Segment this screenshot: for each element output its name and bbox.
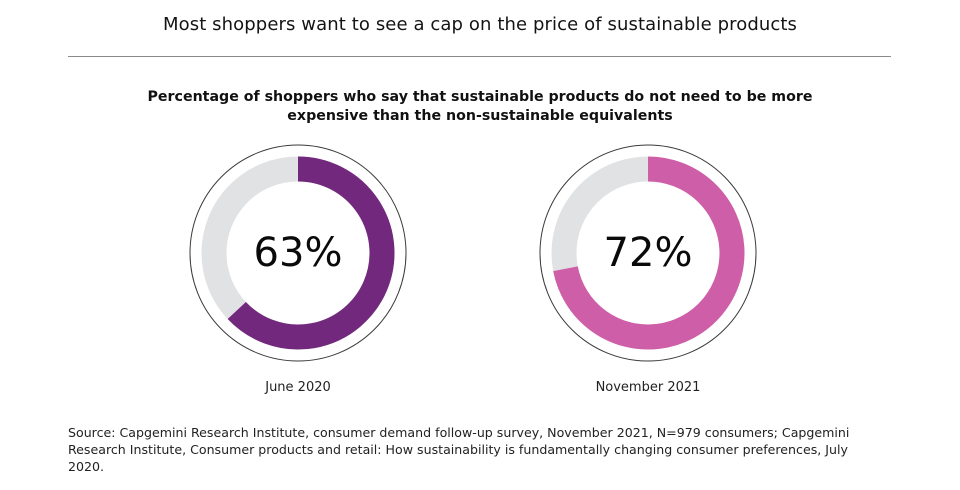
donut-outer-ring — [539, 144, 757, 362]
chart-title: Percentage of shoppers who say that sust… — [147, 89, 813, 124]
donut-value-label: 63% — [254, 230, 343, 276]
donut-june-2020: 63% — [189, 144, 407, 362]
source-note: Source: Capgemini Research Institute, co… — [68, 425, 850, 474]
page-title: Most shoppers want to see a cap on the p… — [162, 14, 798, 35]
title-divider — [68, 56, 891, 57]
donut-arc — [227, 156, 395, 350]
donut-november-2021: 72% — [539, 144, 757, 362]
category-label-june-2020: June 2020 — [265, 380, 331, 395]
donut-value-label: 72% — [604, 230, 693, 276]
donut-outer-ring — [189, 144, 407, 362]
category-label-november-2021: November 2021 — [595, 380, 701, 395]
donut-arc — [553, 156, 745, 350]
